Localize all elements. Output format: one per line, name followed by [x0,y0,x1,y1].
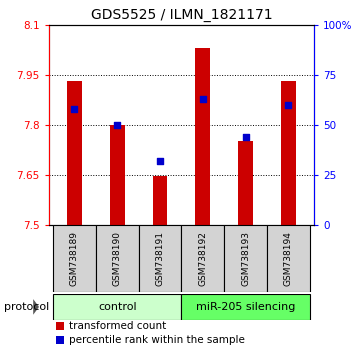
Text: GSM738190: GSM738190 [113,231,122,286]
Text: transformed count: transformed count [69,321,166,331]
Bar [224,225,267,292]
Point [200,96,206,102]
Bar [281,81,296,225]
Point [71,106,77,112]
Bar [56,336,64,344]
Point [243,134,248,139]
Text: percentile rank within the sample: percentile rank within the sample [69,335,245,345]
Point [157,158,163,164]
Bar [238,142,253,225]
Bar [195,48,210,225]
Bar [152,176,168,225]
Bar [182,294,310,320]
Bar [56,322,64,330]
Text: GSM738193: GSM738193 [241,231,250,286]
Bar [182,225,224,292]
Bar [267,225,310,292]
Title: GDS5525 / ILMN_1821171: GDS5525 / ILMN_1821171 [91,8,272,22]
Text: GSM738194: GSM738194 [284,231,293,286]
Text: protocol: protocol [4,302,49,312]
Point [114,122,120,127]
Bar [96,225,139,292]
Point [286,102,291,108]
Bar [53,225,96,292]
Bar [53,294,182,320]
Text: GSM738189: GSM738189 [70,231,79,286]
Text: miR-205 silencing: miR-205 silencing [196,302,295,312]
Polygon shape [33,299,39,315]
Text: control: control [98,302,136,312]
Text: GSM738192: GSM738192 [198,231,207,286]
Bar [139,225,182,292]
Text: GSM738191: GSM738191 [156,231,165,286]
Bar [110,125,125,225]
Bar [67,81,82,225]
